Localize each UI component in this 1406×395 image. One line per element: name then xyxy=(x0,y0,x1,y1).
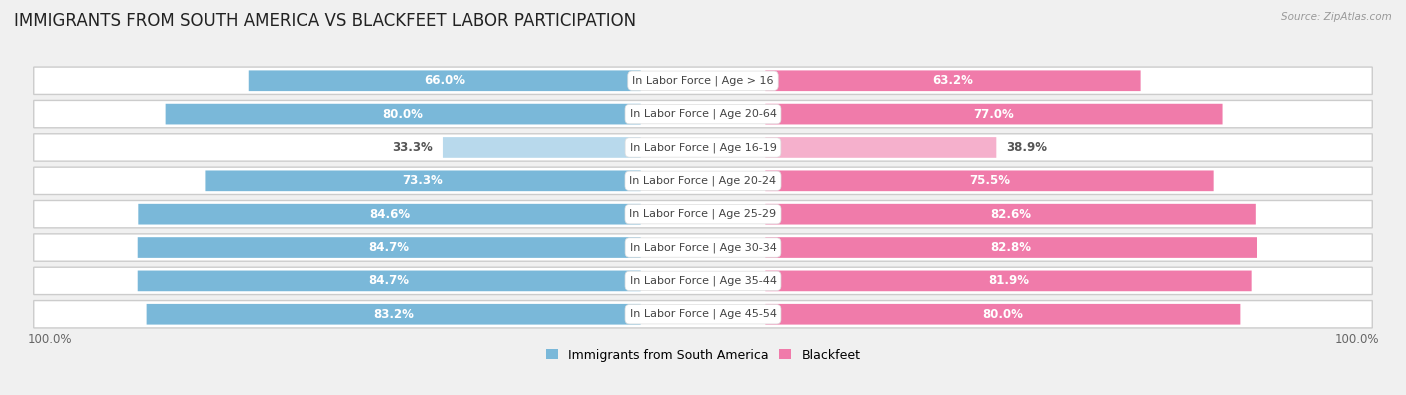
Text: In Labor Force | Age 20-24: In Labor Force | Age 20-24 xyxy=(630,175,776,186)
Text: 77.0%: 77.0% xyxy=(973,107,1014,120)
Text: 84.7%: 84.7% xyxy=(368,241,409,254)
Text: 80.0%: 80.0% xyxy=(382,107,423,120)
Text: 100.0%: 100.0% xyxy=(1334,333,1379,346)
FancyBboxPatch shape xyxy=(146,304,641,325)
FancyBboxPatch shape xyxy=(138,204,641,224)
FancyBboxPatch shape xyxy=(34,167,1372,194)
Text: 84.7%: 84.7% xyxy=(368,275,409,288)
FancyBboxPatch shape xyxy=(138,237,641,258)
Text: IMMIGRANTS FROM SOUTH AMERICA VS BLACKFEET LABOR PARTICIPATION: IMMIGRANTS FROM SOUTH AMERICA VS BLACKFE… xyxy=(14,12,636,30)
Text: 66.0%: 66.0% xyxy=(425,74,465,87)
Text: In Labor Force | Age 25-29: In Labor Force | Age 25-29 xyxy=(630,209,776,220)
FancyBboxPatch shape xyxy=(765,70,1140,91)
Text: 75.5%: 75.5% xyxy=(969,174,1010,187)
Text: 63.2%: 63.2% xyxy=(932,74,973,87)
Text: 38.9%: 38.9% xyxy=(1007,141,1047,154)
Text: In Labor Force | Age 45-54: In Labor Force | Age 45-54 xyxy=(630,309,776,320)
FancyBboxPatch shape xyxy=(765,304,1240,325)
FancyBboxPatch shape xyxy=(249,70,641,91)
Text: Source: ZipAtlas.com: Source: ZipAtlas.com xyxy=(1281,12,1392,22)
FancyBboxPatch shape xyxy=(34,134,1372,161)
FancyBboxPatch shape xyxy=(34,67,1372,94)
FancyBboxPatch shape xyxy=(765,104,1223,124)
Text: In Labor Force | Age 30-34: In Labor Force | Age 30-34 xyxy=(630,242,776,253)
Text: 81.9%: 81.9% xyxy=(988,275,1029,288)
Text: 73.3%: 73.3% xyxy=(402,174,443,187)
Text: 82.8%: 82.8% xyxy=(991,241,1032,254)
FancyBboxPatch shape xyxy=(138,271,641,291)
Text: 83.2%: 83.2% xyxy=(373,308,415,321)
Text: 100.0%: 100.0% xyxy=(27,333,72,346)
FancyBboxPatch shape xyxy=(34,201,1372,228)
Text: In Labor Force | Age 16-19: In Labor Force | Age 16-19 xyxy=(630,142,776,153)
FancyBboxPatch shape xyxy=(34,267,1372,295)
FancyBboxPatch shape xyxy=(34,100,1372,128)
Text: In Labor Force | Age > 16: In Labor Force | Age > 16 xyxy=(633,75,773,86)
FancyBboxPatch shape xyxy=(765,237,1257,258)
Text: 33.3%: 33.3% xyxy=(392,141,433,154)
FancyBboxPatch shape xyxy=(443,137,641,158)
FancyBboxPatch shape xyxy=(765,171,1213,191)
Text: In Labor Force | Age 35-44: In Labor Force | Age 35-44 xyxy=(630,276,776,286)
FancyBboxPatch shape xyxy=(166,104,641,124)
Text: 82.6%: 82.6% xyxy=(990,208,1031,221)
FancyBboxPatch shape xyxy=(765,137,997,158)
FancyBboxPatch shape xyxy=(205,171,641,191)
FancyBboxPatch shape xyxy=(765,271,1251,291)
FancyBboxPatch shape xyxy=(34,301,1372,328)
Text: In Labor Force | Age 20-64: In Labor Force | Age 20-64 xyxy=(630,109,776,119)
Text: 84.6%: 84.6% xyxy=(368,208,411,221)
FancyBboxPatch shape xyxy=(34,234,1372,261)
Text: 80.0%: 80.0% xyxy=(983,308,1024,321)
FancyBboxPatch shape xyxy=(765,204,1256,224)
Legend: Immigrants from South America, Blackfeet: Immigrants from South America, Blackfeet xyxy=(541,345,865,365)
